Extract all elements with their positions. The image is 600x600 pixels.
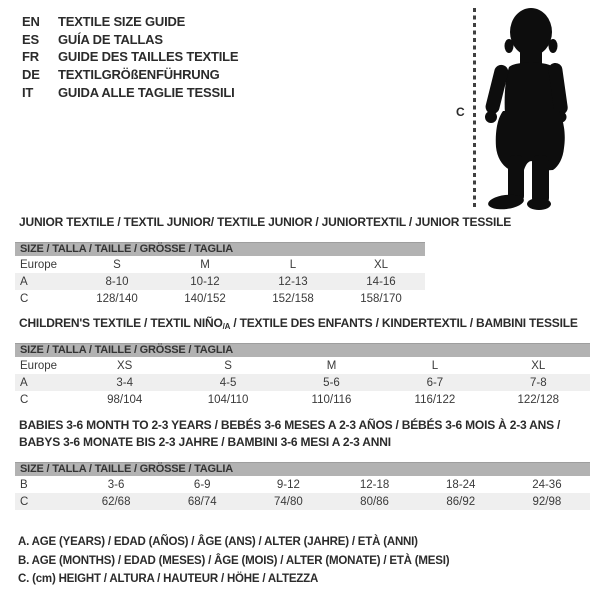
lang-title: GUIDE DES TAILLES TEXTILE [58,49,239,65]
height-cell: 152/158 [272,292,314,305]
size-cell: S [113,258,121,271]
age-cell: 4-5 [219,376,237,389]
row-label: A [20,376,28,389]
size-cell: L [431,359,439,372]
lang-row-es: ES GUÍA DE TALLAS [22,31,238,49]
lang-code: EN [22,14,40,30]
months-cell: 24-36 [532,478,562,491]
height-cell: 92/98 [532,495,562,508]
table-row-europe: Europe S M L XL [15,256,425,273]
height-cell: 68/74 [187,495,217,508]
height-cell: 74/80 [274,495,303,508]
title-text: / TEXTILE DES ENFANTS / KINDERTEXTIL / B… [230,316,578,330]
age-cell: 3-4 [116,376,133,389]
height-cell: 116/122 [414,393,456,406]
size-cell: S [224,359,232,372]
months-cell: 12-18 [359,478,390,491]
months-cell: 18-24 [446,478,476,491]
size-cell: XS [117,359,133,372]
height-measure-dashed-line [473,8,476,207]
months-cell: 6-9 [193,478,211,491]
height-cell: 140/152 [184,292,226,305]
months-cell: 3-6 [107,478,125,491]
size-cell: M [326,359,337,372]
lang-row-fr: FR GUIDE DES TAILLES TEXTILE [22,48,239,66]
size-cell: XL [373,258,389,271]
lang-row-it: IT GUIDA ALLE TAGLIE TESSILI [22,83,238,101]
age-cell: 5-6 [323,376,340,389]
size-cell: L [289,258,297,271]
lang-row-en: EN TEXTILE SIZE GUIDE [22,13,238,31]
legend-footnotes: A. AGE (YEARS) / EDAD (AÑOS) / ÂGE (ANS)… [18,533,450,589]
babies-size-table: BABIES 3-6 MONTH TO 2-3 YEARS / BEBÉS 3-… [15,419,590,510]
height-cell: 104/110 [207,393,249,406]
table-row-height: C 62/68 68/74 74/80 80/86 86/92 92/98 [15,493,590,510]
size-header-bar: SIZE / TALLA / TAILLE / GRÖSSE / TAGLIA [15,242,425,256]
lang-row-de: DE TEXTILGRÖßENFÜHRUNG [22,66,238,84]
size-cell: XL [531,359,546,372]
footnote-age-years: A. AGE (YEARS) / EDAD (AÑOS) / ÂGE (ANS)… [18,536,418,548]
size-header-bar: SIZE / TALLA / TAILLE / GRÖSSE / TAGLIA [15,343,590,357]
height-cell: 98/104 [107,393,143,406]
lang-code: IT [22,84,34,100]
age-cell: 12-13 [278,275,308,288]
height-cell: 62/68 [101,495,131,508]
height-cell: 122/128 [517,393,560,406]
months-cell: 9-12 [276,478,300,491]
lang-code: FR [22,49,39,65]
size-cell: M [200,258,210,271]
size-header-bar: SIZE / TALLA / TAILLE / GRÖSSE / TAGLIA [15,462,590,476]
row-label: C [20,495,29,508]
toddler-silhouette-shape [485,8,568,210]
height-measure-label: C [456,105,465,119]
age-cell: 8-10 [105,275,129,288]
table-row-height: C 128/140 140/152 152/158 158/170 [15,290,425,307]
height-cell: 110/116 [311,393,352,406]
lang-code: DE [22,67,40,83]
height-cell: 128/140 [96,292,138,305]
age-cell: 10-12 [190,275,220,288]
height-cell: 80/86 [360,495,389,508]
junior-size-table: JUNIOR TEXTILE / TEXTIL JUNIOR/ TEXTILE … [15,215,512,307]
row-label: Europe [20,258,58,271]
row-label: B [20,478,28,491]
row-label: Europe [20,359,58,372]
row-label: C [20,292,29,305]
age-cell: 14-16 [366,275,396,288]
lang-title: TEXTILGRÖßENFÜHRUNG [58,67,220,83]
height-cell: 86/92 [446,495,476,508]
table-title: CHILDREN'S TEXTILE / TEXTIL NIÑO/A / TEX… [19,316,590,332]
lang-code: ES [22,31,39,47]
toddler-silhouette-image [485,8,568,210]
age-cell: 7-8 [529,376,547,389]
lang-title: GUÍA DE TALLAS [58,31,163,47]
table-row-age: A 8-10 10-12 12-13 14-16 [15,273,425,290]
table-title: JUNIOR TEXTILE / TEXTIL JUNIOR/ TEXTILE … [19,215,512,229]
height-cell: 158/170 [360,292,402,305]
table-title-line2: BABYS 3-6 MONATE BIS 2-3 JAHRE / BAMBINI… [19,435,391,449]
row-label: C [20,393,29,406]
table-row-months: B 3-6 6-9 9-12 12-18 18-24 24-36 [15,476,590,493]
footnote-age-months: B. AGE (MONTHS) / EDAD (MESES) / ÂGE (MO… [18,554,450,567]
lang-title: TEXTILE SIZE GUIDE [58,14,186,30]
table-row-height: C 98/104 104/110 110/116 116/122 122/128 [15,391,590,408]
table-row-europe: Europe XS S M L XL [15,357,590,374]
title-subscript: /A [222,322,231,331]
footnote-height-cm: C. (cm) HEIGHT / ALTURA / HAUTEUR / HÖHE… [18,573,319,585]
language-title-list: EN TEXTILE SIZE GUIDE ES GUÍA DE TALLAS … [22,13,239,101]
table-title-line1: BABIES 3-6 MONTH TO 2-3 YEARS / BEBÉS 3-… [19,418,561,432]
lang-title: GUIDA ALLE TAGLIE TESSILI [58,84,235,100]
children-size-table: CHILDREN'S TEXTILE / TEXTIL NIÑO/A / TEX… [15,317,590,408]
table-row-age: A 3-4 4-5 5-6 6-7 7-8 [15,374,590,391]
age-cell: 6-7 [426,376,444,389]
title-text: CHILDREN'S TEXTILE / TEXTIL NIÑO [19,316,223,330]
row-label: A [20,275,28,288]
